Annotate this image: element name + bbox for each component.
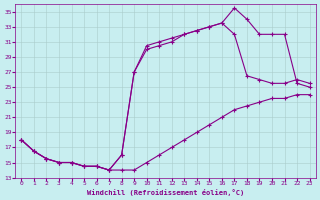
X-axis label: Windchill (Refroidissement éolien,°C): Windchill (Refroidissement éolien,°C) [87,189,244,196]
